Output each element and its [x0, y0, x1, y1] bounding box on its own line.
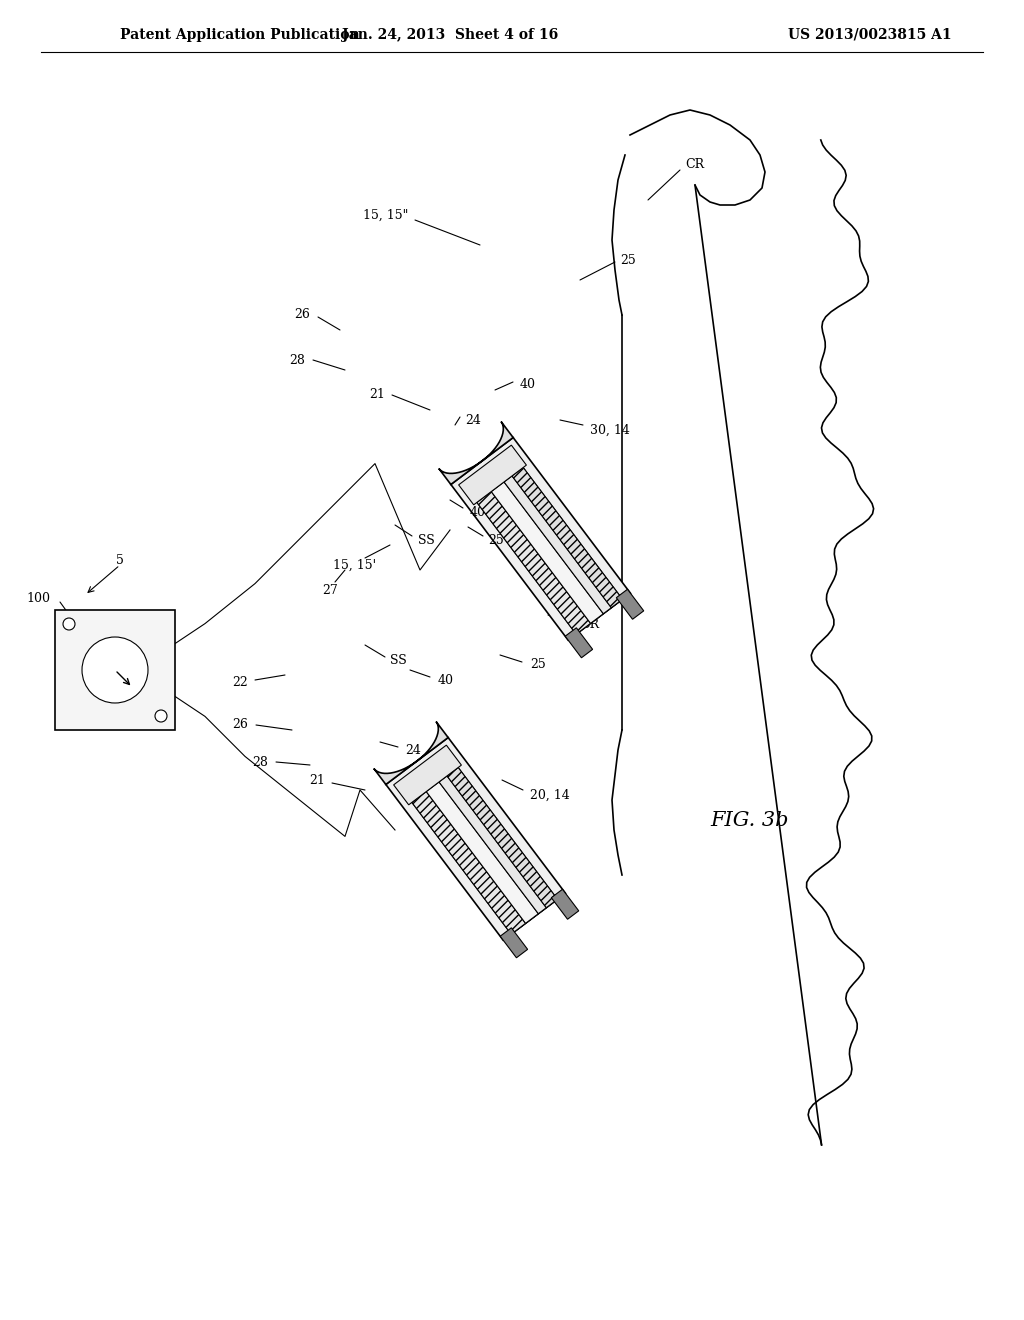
- Text: CR: CR: [580, 619, 599, 631]
- Polygon shape: [477, 491, 591, 634]
- Text: 5: 5: [116, 553, 124, 566]
- Text: 26: 26: [294, 309, 310, 322]
- Polygon shape: [447, 767, 557, 908]
- Text: 25: 25: [475, 858, 490, 871]
- Text: 28: 28: [289, 354, 305, 367]
- Text: 40: 40: [470, 506, 486, 519]
- Text: 25: 25: [488, 533, 504, 546]
- Text: Jan. 24, 2013  Sheet 4 of 16: Jan. 24, 2013 Sheet 4 of 16: [342, 28, 558, 42]
- Text: 25: 25: [620, 253, 636, 267]
- Text: Patent Application Publication: Patent Application Publication: [120, 28, 359, 42]
- Text: 15, 15': 15, 15': [334, 558, 377, 572]
- Text: 30, 14: 30, 14: [590, 424, 630, 437]
- Polygon shape: [451, 437, 631, 640]
- Polygon shape: [512, 467, 623, 607]
- Text: SS: SS: [418, 533, 435, 546]
- Text: 100: 100: [26, 591, 50, 605]
- Circle shape: [82, 638, 148, 704]
- Polygon shape: [504, 477, 611, 614]
- Text: 24: 24: [406, 743, 421, 756]
- Text: 27: 27: [323, 583, 338, 597]
- Text: US 2013/0023815 A1: US 2013/0023815 A1: [788, 28, 952, 42]
- Text: 15, 15": 15, 15": [362, 209, 408, 222]
- Polygon shape: [374, 722, 449, 784]
- Polygon shape: [393, 746, 462, 805]
- Polygon shape: [426, 781, 539, 924]
- Polygon shape: [565, 628, 593, 657]
- Text: 40: 40: [520, 379, 536, 392]
- Text: 21: 21: [369, 388, 385, 401]
- Polygon shape: [551, 890, 579, 919]
- Text: 40: 40: [440, 829, 456, 842]
- Text: 22: 22: [232, 676, 248, 689]
- Polygon shape: [504, 477, 611, 614]
- Polygon shape: [439, 776, 547, 913]
- Polygon shape: [500, 928, 527, 958]
- Polygon shape: [386, 738, 565, 940]
- Text: 20, 14: 20, 14: [530, 788, 569, 801]
- Text: 28: 28: [252, 755, 268, 768]
- Text: 24: 24: [465, 413, 481, 426]
- Text: 25: 25: [530, 659, 546, 672]
- Polygon shape: [492, 482, 603, 623]
- Polygon shape: [477, 491, 591, 634]
- Text: CR: CR: [685, 158, 705, 172]
- Polygon shape: [426, 781, 539, 924]
- Polygon shape: [439, 421, 513, 484]
- Polygon shape: [447, 767, 557, 908]
- Circle shape: [63, 618, 75, 630]
- Text: 21: 21: [309, 774, 325, 787]
- Text: FIG. 3b: FIG. 3b: [711, 810, 790, 829]
- Polygon shape: [412, 792, 525, 935]
- Polygon shape: [439, 776, 547, 913]
- Text: 40: 40: [438, 673, 454, 686]
- Bar: [55, 610, 175, 730]
- Polygon shape: [512, 467, 623, 607]
- Polygon shape: [492, 482, 603, 623]
- Text: 26: 26: [232, 718, 248, 731]
- Circle shape: [155, 710, 167, 722]
- Text: SS: SS: [390, 653, 407, 667]
- Polygon shape: [616, 589, 644, 619]
- Polygon shape: [412, 792, 525, 935]
- Polygon shape: [459, 445, 526, 504]
